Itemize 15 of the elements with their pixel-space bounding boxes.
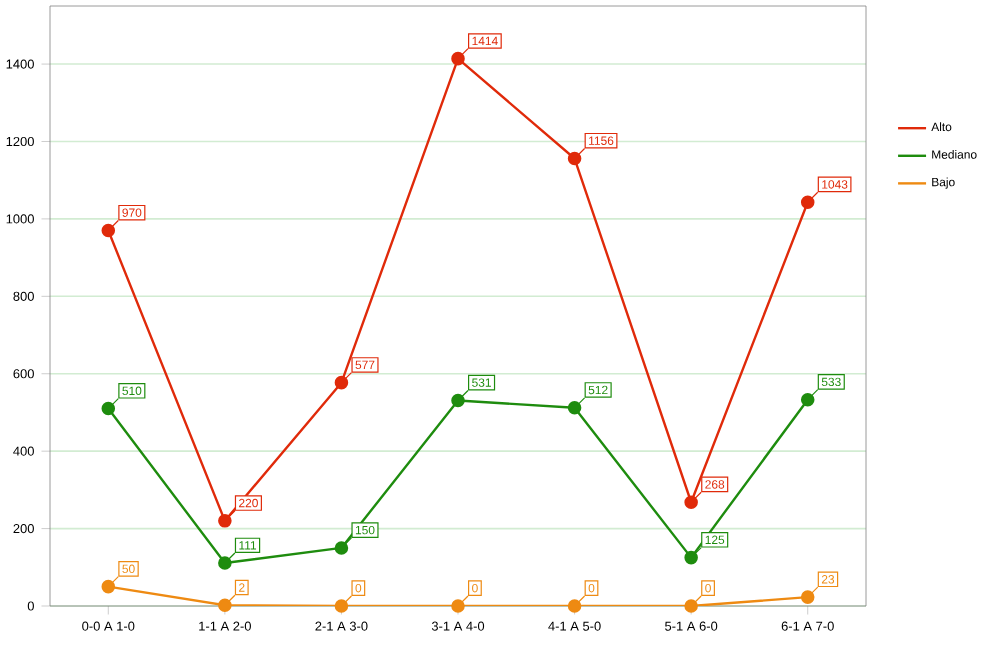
point [334,599,349,613]
point [451,393,465,408]
point [218,598,232,612]
point [334,541,349,555]
point [684,550,698,565]
point [218,514,232,528]
point [567,151,582,166]
point [684,599,698,613]
point [218,556,232,570]
point [567,599,582,613]
point [684,495,698,510]
point [451,51,465,66]
point [451,599,465,613]
point [334,375,349,390]
point [567,401,582,415]
